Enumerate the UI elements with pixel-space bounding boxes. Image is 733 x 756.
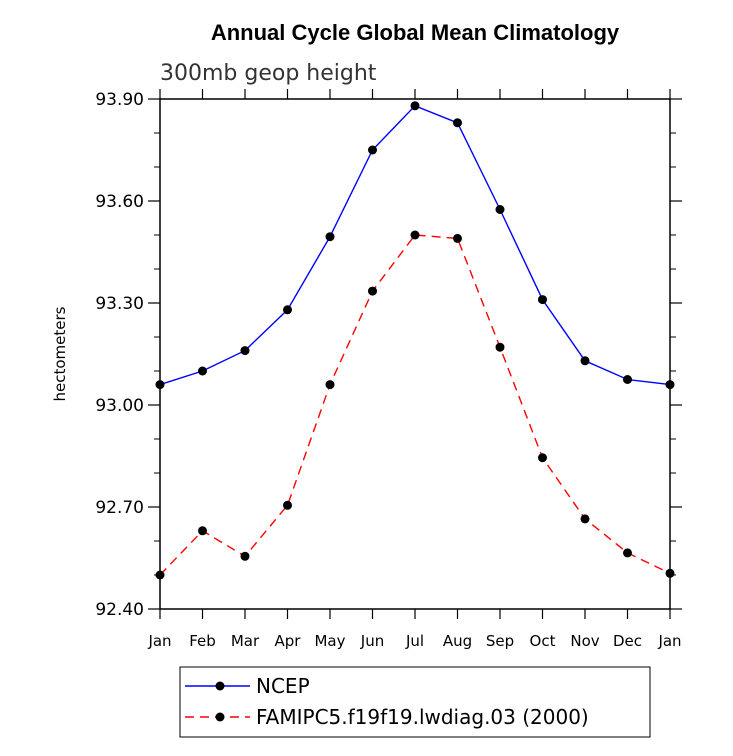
data-point — [495, 205, 505, 214]
y-tick-label: 92.40 — [95, 600, 144, 620]
x-tick-label: Oct — [530, 632, 556, 650]
data-point — [453, 233, 462, 243]
data-point — [240, 551, 250, 561]
y-tick-label: 93.90 — [95, 90, 144, 110]
data-point — [410, 101, 420, 111]
x-tick-label: Jul — [405, 632, 424, 650]
y-tick-label: 92.70 — [95, 498, 144, 518]
x-tick-label: May — [314, 632, 345, 650]
x-tick-label: Jan — [657, 632, 681, 650]
data-point — [410, 230, 420, 240]
y-tick-label: 93.60 — [95, 192, 144, 212]
x-tick-label: Sep — [486, 632, 514, 650]
y-tick-label: 93.00 — [95, 396, 144, 416]
x-tick-label: Nov — [570, 632, 599, 650]
data-point — [495, 342, 505, 352]
x-tick-label: Feb — [189, 632, 216, 650]
data-point — [283, 305, 292, 315]
x-tick-label: Aug — [443, 632, 472, 650]
legend-marker — [215, 712, 225, 722]
chart-subtitle: 300mb geop height — [160, 61, 377, 86]
legend: NCEP FAMIPC5.f19f19.lwdiag.03 (2000) — [179, 666, 651, 738]
x-tick-label: Mar — [231, 632, 260, 650]
data-point — [368, 286, 377, 296]
data-point — [538, 453, 547, 463]
series-line-0 — [159, 104, 671, 386]
legend-marker — [215, 681, 225, 691]
data-point — [155, 570, 165, 580]
y-tick-label: 93.30 — [95, 294, 144, 314]
data-point — [198, 526, 207, 536]
chart-title: Annual Cycle Global Mean Climatology — [211, 20, 620, 45]
series-line-1 — [159, 234, 671, 576]
plot-area: 92.40 92.70 93.00 93.30 93.60 93.90 Jan Feb Mar A… — [95, 89, 682, 650]
x-tick-label: Dec — [613, 632, 642, 650]
data-point — [623, 548, 632, 558]
x-tick-label: Jan — [147, 632, 171, 650]
data-point — [580, 514, 590, 524]
x-tick-label: Apr — [275, 632, 302, 650]
data-point — [198, 366, 207, 376]
data-point — [665, 380, 675, 390]
x-tick-label: Jun — [360, 632, 384, 650]
data-point — [368, 145, 377, 155]
data-point — [240, 346, 250, 356]
legend-box — [179, 666, 651, 738]
data-point — [623, 375, 632, 384]
data-point — [538, 295, 547, 305]
data-point — [665, 568, 675, 578]
data-point — [453, 118, 462, 128]
data-point — [283, 500, 292, 510]
y-axis-label: hectometers — [51, 306, 69, 401]
legend-label: NCEP — [256, 674, 310, 698]
data-point — [325, 380, 335, 390]
data-point — [325, 232, 335, 242]
data-point — [155, 380, 165, 390]
legend-label: FAMIPC5.f19f19.lwdiag.03 (2000) — [256, 705, 589, 729]
data-point — [580, 356, 590, 366]
